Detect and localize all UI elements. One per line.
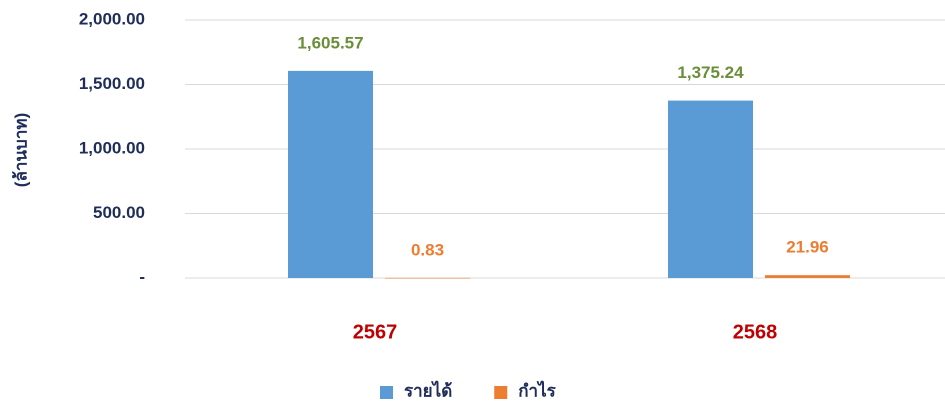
y-tick-label: 1,000.00 [79, 138, 145, 157]
y-tick-label: 2,000.00 [79, 9, 145, 28]
bar [668, 100, 753, 278]
value-label: 21.96 [786, 238, 829, 257]
bar [288, 70, 373, 278]
value-label: 0.83 [411, 240, 444, 259]
bar [765, 275, 850, 278]
legend-swatch [494, 386, 508, 399]
value-label: 1,375.24 [677, 63, 744, 82]
x-tick-label: 2567 [353, 321, 398, 343]
bar [385, 277, 470, 279]
y-tick-label: 500.00 [93, 203, 145, 222]
x-tick-label: 2568 [733, 321, 778, 343]
legend-swatch [380, 386, 393, 399]
y-tick-label: 1,500.00 [79, 74, 145, 93]
legend-label: กำไร [518, 380, 556, 400]
legend-label: รายได้ [404, 380, 452, 400]
y-tick-label: - [139, 267, 145, 286]
value-label: 1,605.57 [297, 33, 363, 52]
y-axis-label: (ล้านบาท) [11, 113, 30, 187]
